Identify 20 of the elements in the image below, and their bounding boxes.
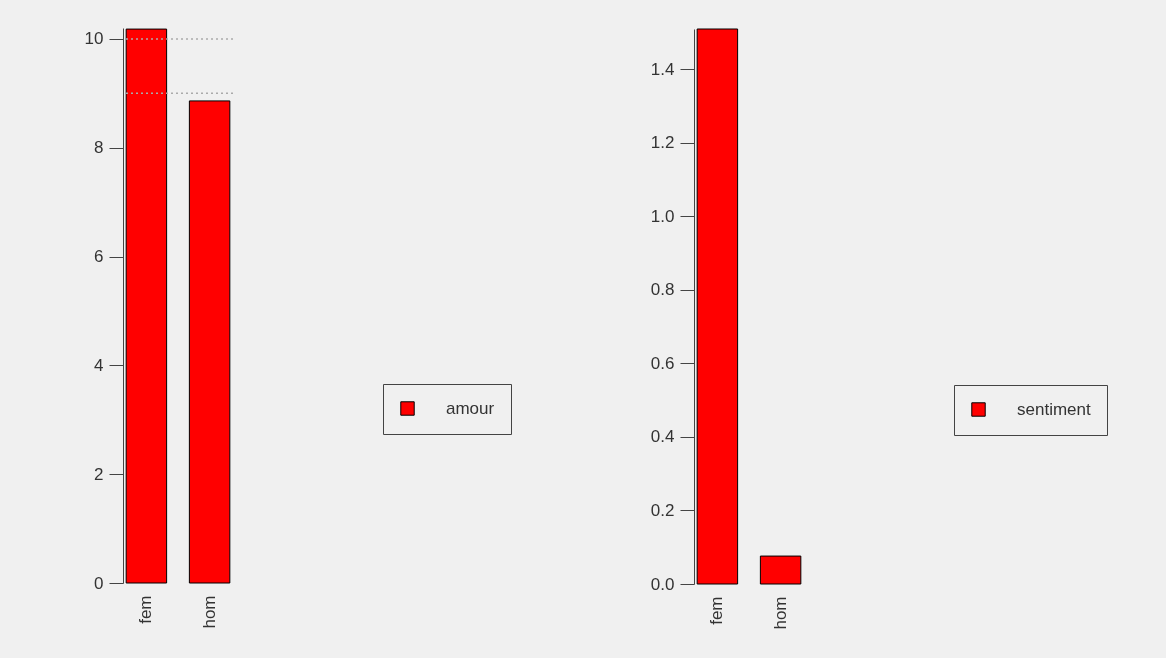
legend-label: sentiment <box>1017 399 1091 419</box>
y-tick-label: 0.8 <box>650 280 675 300</box>
x-tick-label: fem <box>707 596 727 625</box>
y-tick-label: 1.0 <box>650 206 675 226</box>
y-tick-label: 0 <box>94 573 104 593</box>
y-tick-label: 0.0 <box>650 574 675 594</box>
y-tick-label: 6 <box>94 247 104 267</box>
y-tick-label: 2 <box>94 464 104 484</box>
x-tick-label: hom <box>199 595 219 629</box>
y-tick-label: 1.4 <box>650 59 675 79</box>
y-tick-label: 1.2 <box>650 133 675 153</box>
x-tick-label: fem <box>136 595 156 624</box>
y-tick-label: 0.2 <box>650 500 675 520</box>
y-tick-label: 4 <box>94 355 104 375</box>
y-tick-label: 10 <box>84 29 104 49</box>
x-tick-label: hom <box>770 596 790 630</box>
y-tick-label: 0.4 <box>650 427 675 447</box>
y-tick-label: 8 <box>94 138 104 158</box>
y-tick-label: 0.6 <box>650 353 675 373</box>
legend-label: amour <box>446 398 495 418</box>
